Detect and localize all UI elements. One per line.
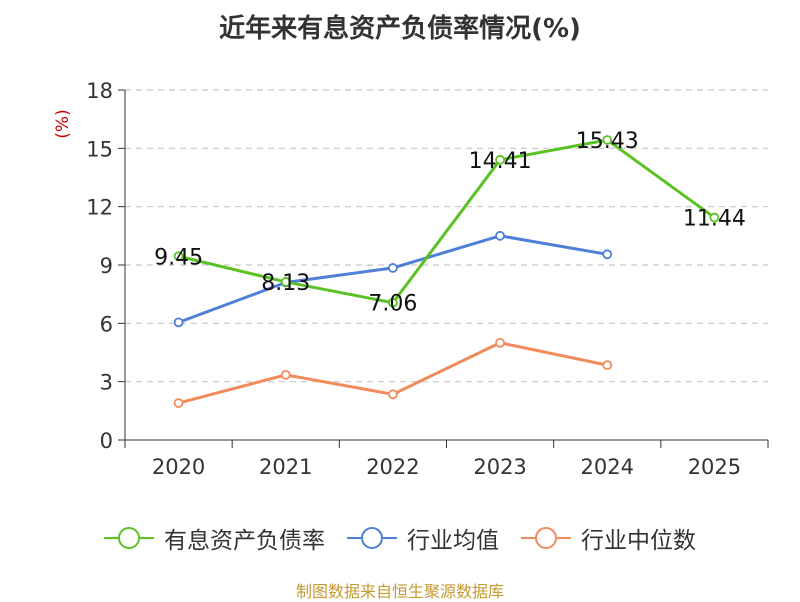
data-point[interactable] [280,369,291,380]
data-label: 14.41 [469,149,532,174]
legend: 有息资产负债率 行业均值 行业中位数 [0,518,800,558]
y-axis-label: (%) [53,109,73,138]
data-point[interactable] [173,251,184,262]
x-tick-label: 2024 [581,455,634,479]
data-point[interactable] [602,249,613,260]
legend-marker-icon [104,526,154,550]
y-tick-label: 0 [100,429,113,453]
source-note: 制图数据来自恒生聚源数据库 [295,582,504,601]
x-tick-label: 2021 [259,455,312,479]
data-point[interactable] [280,277,291,287]
y-tick-label: 12 [86,196,113,220]
chart-title: 近年来有息资产负债率情况(%) [219,14,581,44]
legend-item[interactable]: 行业均值 [347,521,499,555]
data-point[interactable] [709,212,720,223]
data-label: 15.43 [576,129,639,154]
legend-item[interactable]: 有息资产负债率 [104,521,325,555]
y-tick-label: 15 [86,137,113,161]
y-tick-label: 18 [86,79,113,103]
data-label: 7.06 [368,292,417,317]
series-line [178,138,716,305]
y-tick-label: 3 [100,371,113,395]
y-tick-label: 6 [100,312,113,336]
x-tick-label: 2020 [152,455,205,479]
legend-label: 行业均值 [407,528,499,554]
legend-marker-icon [347,526,397,550]
x-tick-label: 2023 [473,455,526,479]
data-label: 8.13 [261,271,310,296]
data-point[interactable] [388,263,398,273]
legend-label: 有息资产负债率 [164,528,325,554]
data-point[interactable] [173,317,184,328]
data-point[interactable] [602,135,613,145]
data-point[interactable] [495,230,505,241]
data-point[interactable] [495,337,505,348]
legend-item[interactable]: 行业中位数 [521,521,696,555]
legend-label: 行业中位数 [581,528,696,554]
data-point[interactable] [388,389,398,400]
data-label: 9.45 [154,245,203,270]
data-point[interactable] [388,297,398,308]
data-label: 11.44 [683,207,746,232]
data-point[interactable] [173,398,184,408]
data-point[interactable] [495,154,505,165]
x-tick-label: 2025 [688,455,741,479]
legend-marker-icon [521,526,571,550]
x-tick-label: 2022 [366,455,419,479]
data-point[interactable] [602,360,613,371]
y-tick-label: 9 [100,254,113,278]
